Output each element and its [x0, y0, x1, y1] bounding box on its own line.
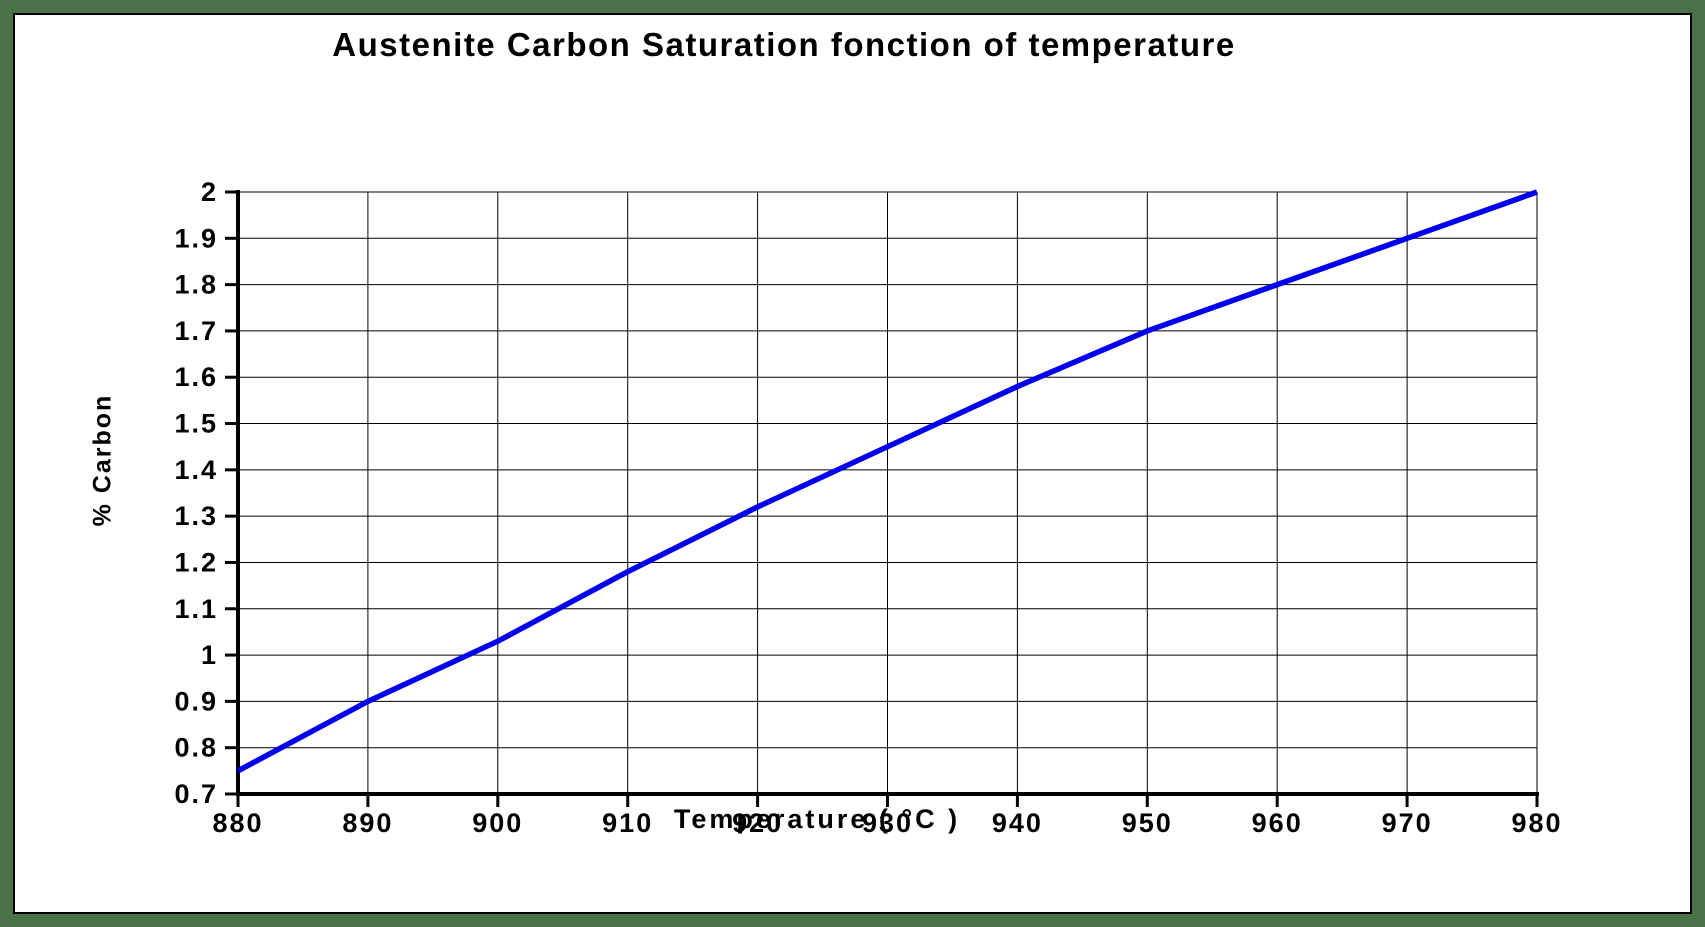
y-tick-label: 0.8 [174, 733, 218, 763]
y-tick-label: 1.9 [174, 223, 218, 253]
y-tick-label: 1.7 [174, 316, 218, 346]
x-tick-label: 890 [342, 808, 393, 838]
y-tick-label: 1.3 [174, 501, 218, 531]
x-tick-label: 980 [1511, 808, 1562, 838]
y-tick-label: 2 [201, 177, 218, 207]
x-tick-label: 880 [212, 808, 263, 838]
y-tick-label: 1.5 [174, 409, 218, 439]
y-axis-title: % Carbon [88, 393, 117, 527]
y-tick-label: 0.7 [174, 779, 218, 809]
y-tick-label: 1.6 [174, 362, 218, 392]
y-tick-label: 1.4 [174, 455, 218, 485]
x-tick-label: 920 [732, 808, 783, 838]
x-tick-label: 970 [1382, 808, 1433, 838]
x-tick-label: 960 [1252, 808, 1303, 838]
x-tick-label: 940 [992, 808, 1043, 838]
y-tick-label: 1 [201, 640, 218, 670]
y-tick-label: 1.1 [174, 594, 218, 624]
x-axis-title: Temperature ( °C ) [673, 804, 961, 834]
y-tick-label: 1.2 [174, 547, 218, 577]
x-tick-label: 930 [862, 808, 913, 838]
y-tick-label: 1.8 [174, 270, 218, 300]
x-tick-label: 910 [602, 808, 653, 838]
x-tick-label: 950 [1122, 808, 1173, 838]
data-line [236, 189, 1538, 774]
x-tick-label: 900 [472, 808, 523, 838]
y-tick-label: 0.9 [174, 686, 218, 716]
chart-title: Austenite Carbon Saturation fonction of … [332, 26, 1236, 63]
